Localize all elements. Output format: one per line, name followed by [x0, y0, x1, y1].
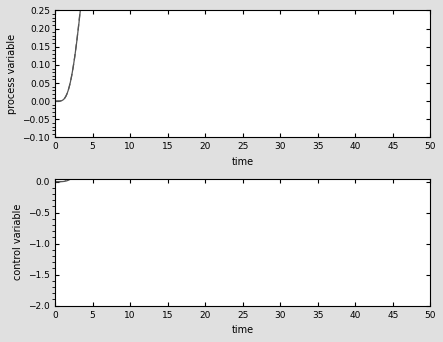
X-axis label: time: time — [232, 325, 254, 335]
Y-axis label: control variable: control variable — [13, 204, 23, 280]
X-axis label: time: time — [232, 157, 254, 167]
Y-axis label: process variable: process variable — [7, 34, 17, 114]
